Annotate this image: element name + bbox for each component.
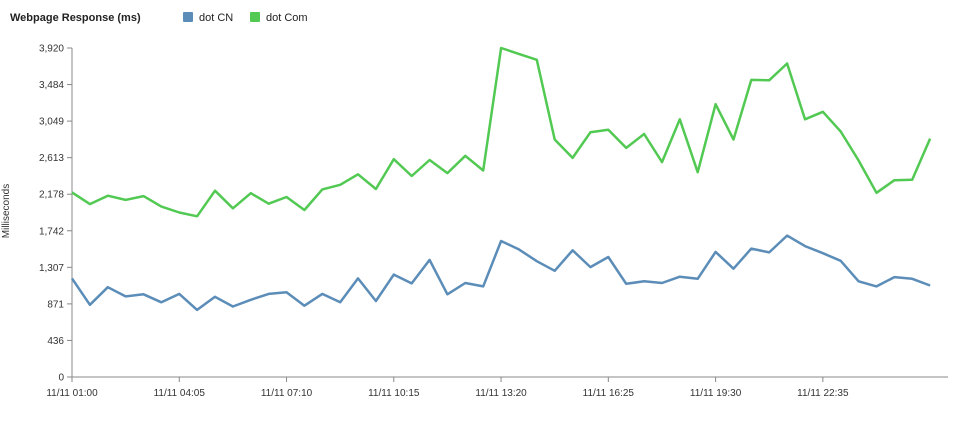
y-tick-label: 0 xyxy=(58,373,64,384)
y-axis-label: Milliseconds xyxy=(1,184,12,238)
series-line-dot-com[interactable] xyxy=(71,46,932,218)
y-tick-label: 3,484 xyxy=(39,80,64,91)
x-tick-label: 11/11 07:10 xyxy=(261,388,313,399)
legend-swatch-dot-com xyxy=(250,12,260,22)
y-tick-label: 2,613 xyxy=(39,153,64,164)
y-tick-label: 871 xyxy=(47,299,64,310)
x-tick-label: 11/11 16:25 xyxy=(583,388,635,399)
x-tick-label: 11/11 04:05 xyxy=(154,388,206,399)
y-tick-label: 3,049 xyxy=(39,117,64,128)
series-line-dot-cn[interactable] xyxy=(70,234,931,312)
x-tick-label: 11/11 01:00 xyxy=(46,388,98,399)
x-tick-label: 11/11 22:35 xyxy=(797,388,849,399)
series-lines xyxy=(70,46,932,312)
legend-swatch-dot-cn xyxy=(183,12,193,22)
legend-label-dot-com: dot Com xyxy=(266,12,308,24)
x-tick-label: 11/11 19:30 xyxy=(690,388,742,399)
legend-item-dot-com[interactable]: dot Com xyxy=(250,12,308,24)
x-axis-ticks: 11/11 01:00 11/11 04:05 11/11 07:10 11/11 1… xyxy=(46,377,849,399)
y-tick-label: 1,307 xyxy=(39,263,64,274)
x-tick-label: 11/11 13:20 xyxy=(475,388,527,399)
legend-item-dot-cn[interactable]: dot CN xyxy=(183,12,233,24)
chart-title: Webpage Response (ms) xyxy=(10,12,141,24)
y-tick-label: 3,920 xyxy=(39,44,64,55)
x-tick-label: 11/11 10:15 xyxy=(368,388,420,399)
y-tick-label: 2,178 xyxy=(39,190,64,201)
legend: dot CN dot Com xyxy=(183,12,308,24)
y-axis-ticks: 0 436 871 1,307 1,742 2,178 2,613 3,049 3,484 3,9… xyxy=(39,44,72,384)
y-tick-label: 1,742 xyxy=(39,226,64,237)
y-tick-label: 436 xyxy=(47,336,64,347)
legend-label-dot-cn: dot CN xyxy=(199,12,233,24)
